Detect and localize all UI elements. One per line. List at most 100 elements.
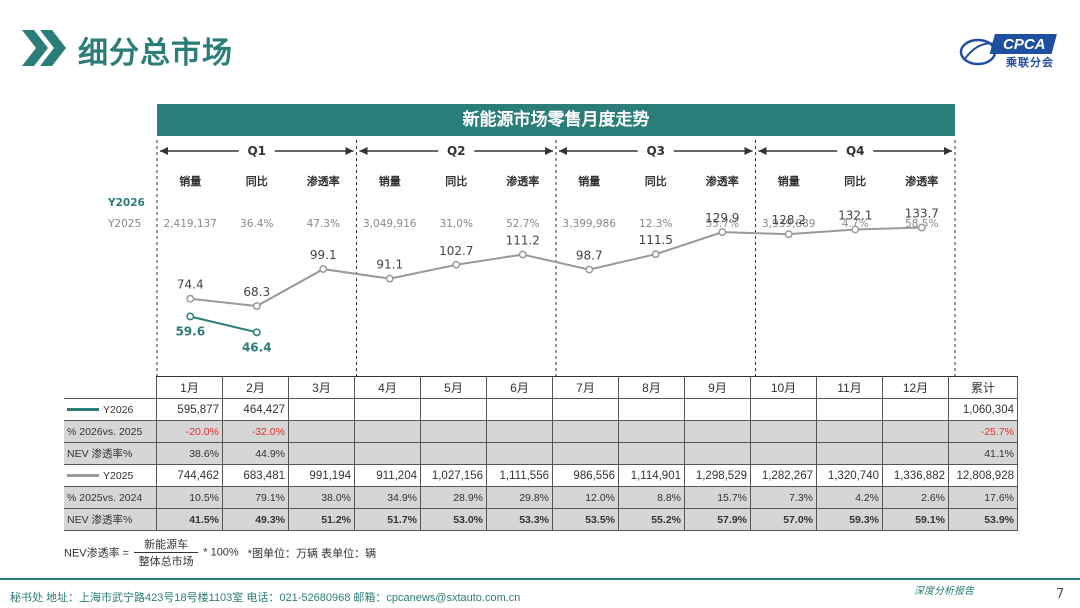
table-cell: 1,114,901 (618, 464, 685, 487)
table-cell (354, 420, 421, 443)
quarter-y2025-value: 31.0% (440, 218, 473, 230)
total-cell: -25.7% (948, 420, 1018, 443)
month-header: 2月 (222, 376, 289, 399)
month-header: 9月 (684, 376, 751, 399)
quarter-row-label-y2026: Y2026 (107, 197, 145, 209)
table-cell (288, 442, 355, 465)
table-cell: 744,462 (156, 464, 223, 487)
table-cell (816, 442, 883, 465)
footer-divider (0, 578, 1080, 580)
total-cell: 17.6% (948, 486, 1018, 509)
month-header: 4月 (354, 376, 421, 399)
quarter-label: Q2 (447, 144, 466, 158)
arrowhead-right-icon (545, 147, 553, 155)
quarter-y2025-value: 52.7% (506, 218, 539, 230)
data-label: 133.7 (905, 207, 939, 221)
table-cell (882, 442, 949, 465)
table-cell: 986,556 (552, 464, 619, 487)
table-cell (618, 442, 685, 465)
data-label: 129.9 (705, 211, 739, 225)
quarter-label: Q4 (846, 144, 865, 158)
quarter-y2025-value: 3,399,986 (563, 218, 617, 230)
data-label: 59.6 (175, 324, 205, 338)
row-label: NEV 渗透率% (64, 442, 157, 465)
month-header: 3月 (288, 376, 355, 399)
month-header: 12月 (882, 376, 949, 399)
table-cell: -20.0% (156, 420, 223, 443)
table-row: Y2026 595,877 464,427 1,060,304 (64, 398, 1018, 421)
arrowhead-left-icon (359, 147, 368, 155)
footer-contact: 秘书处 地址：上海市武宁路423号18号楼1103室 电话：021-526809… (10, 592, 521, 604)
series-line-y2025 (190, 226, 922, 308)
quarter-metric-label: 同比 (246, 174, 268, 188)
table-cell: 59.1% (882, 508, 949, 531)
formula-note: NEV渗透率 = 新能源车 整体总市场 * 100% *图单位：万辆 表单位：辆 (64, 536, 376, 569)
table-cell (684, 420, 751, 443)
table-cell (288, 420, 355, 443)
month-header: 5月 (420, 376, 487, 399)
table-cell: 911,204 (354, 464, 421, 487)
table-cell: 38.0% (288, 486, 355, 509)
table-cell: 1,336,882 (882, 464, 949, 487)
table-cell: 34.9% (354, 486, 421, 509)
row-label-text: % 2025vs. 2024 (67, 491, 143, 504)
table-cell: 57.9% (684, 508, 751, 531)
data-label: 111.5 (639, 233, 673, 247)
data-label: 99.1 (310, 248, 337, 262)
arrowhead-right-icon (744, 147, 753, 155)
trend-chart: Q1 销量 2,419,137 同比 36.4% 渗透率 47.3% Q2 销量 3,049,91… (107, 140, 956, 376)
data-point (518, 250, 527, 259)
month-header: 10月 (750, 376, 817, 399)
data-point (851, 225, 860, 234)
data-label: 91.1 (376, 258, 403, 272)
table-cell: 51.7% (354, 508, 421, 531)
table-cell (552, 420, 619, 443)
table-cell (420, 442, 487, 465)
table-cell (750, 398, 817, 421)
table-cell: 53.0% (420, 508, 487, 531)
table-cell: 1,282,267 (750, 464, 817, 487)
quarter-y2025-value: 3,939,889 (762, 218, 815, 230)
row-label-text: Y2026 (103, 403, 134, 416)
row-label-text: NEV 渗透率% (67, 448, 133, 460)
table-cell: 10.5% (156, 486, 223, 509)
data-point (385, 274, 394, 283)
table-cell: 8.8% (618, 486, 685, 509)
table-cell (750, 442, 817, 465)
data-point (252, 302, 261, 310)
table-cell: 55.2% (618, 508, 685, 531)
data-label: 68.3 (243, 285, 270, 299)
quarter-metric-label: 渗透率 (307, 174, 340, 188)
data-label: 128.2 (772, 213, 806, 227)
chevron-right-icon (22, 30, 66, 66)
table-cell: 595,877 (156, 398, 223, 421)
data-point (718, 228, 727, 237)
quarter-y2025-value: 47.3% (307, 218, 340, 230)
arrowhead-right-icon (345, 147, 354, 155)
month-header: 7月 (552, 376, 619, 399)
table-cell: 51.2% (288, 508, 355, 531)
row-label: NEV 渗透率% (64, 508, 157, 531)
table-cell: 683,481 (222, 464, 289, 487)
quarter-y2025-value: 3,049,916 (363, 218, 417, 230)
quarter-label: Q3 (646, 144, 665, 158)
table-row: % 2025vs. 2024 10.5% 79.1% 38.0% 34.9% 28.9% 2… (64, 486, 1018, 509)
table-cell: 41.5% (156, 508, 223, 531)
table-cell (882, 420, 949, 443)
row-label: Y2025 (64, 464, 157, 487)
table-cell (684, 398, 751, 421)
month-header: 1月 (156, 376, 223, 399)
quarter-metric-label: 同比 (645, 174, 667, 188)
table-cell: 7.3% (750, 486, 817, 509)
table-row: NEV 渗透率% 38.6% 44.9% 41.1% (64, 442, 1018, 465)
table-cell (486, 442, 553, 465)
arrowhead-right-icon (944, 147, 952, 155)
table-cell: 44.9% (222, 442, 289, 465)
quarter-metric-label: 同比 (445, 174, 467, 188)
row-label: % 2025vs. 2024 (64, 486, 157, 509)
quarter-y2025-value: 36.4% (240, 218, 273, 230)
quarter-y2025-value: 2,419,137 (164, 218, 217, 230)
table-cell: 1,320,740 (816, 464, 883, 487)
table-cell (618, 398, 685, 421)
quarter-metric-label: 销量 (578, 174, 600, 188)
